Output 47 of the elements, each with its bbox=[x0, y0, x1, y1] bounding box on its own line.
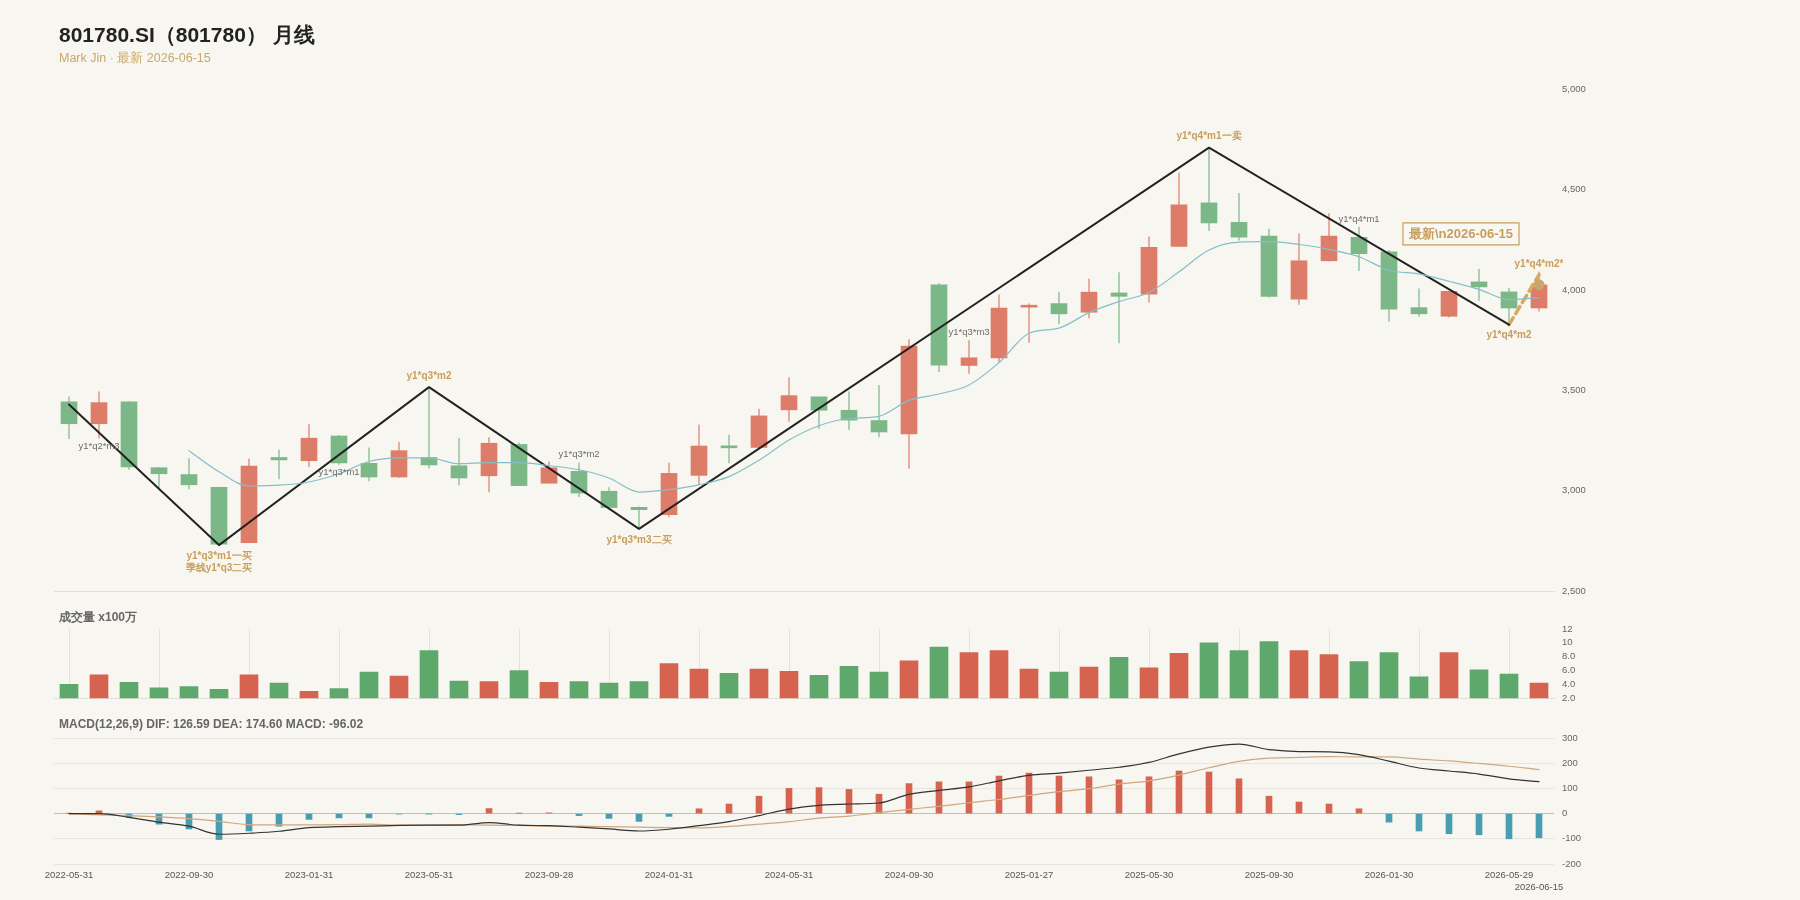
annotation: 季线y1*q3二买 bbox=[184, 561, 253, 573]
x-tick-label: 2022-09-30 bbox=[164, 869, 214, 881]
annotation: y1*q3*m2 bbox=[406, 369, 452, 381]
chart-title: 801780.SI（801780） 月线 bbox=[59, 22, 315, 48]
x-tick-label: 2025-05-30 bbox=[1124, 869, 1174, 881]
annotation: y1*q3*m1一买 bbox=[186, 549, 252, 561]
y-tick-label: 10 bbox=[1562, 636, 1573, 648]
chart-title: 成交量 x100万 bbox=[59, 610, 138, 625]
y-tick-label: 8.0 bbox=[1562, 650, 1576, 662]
y-tick-label: 100 bbox=[1562, 782, 1578, 794]
y-tick-label: 12 bbox=[1562, 622, 1573, 634]
y-tick-label: 6.0 bbox=[1562, 664, 1576, 676]
annotation: y1*q4*m1一卖 bbox=[1176, 130, 1242, 142]
y-tick-label: 3,500 bbox=[1562, 384, 1586, 396]
y-tick-label: 0 bbox=[1562, 807, 1568, 819]
annotation: y1*q4*m2 bbox=[1486, 329, 1532, 341]
y-tick-label: 300 bbox=[1562, 731, 1578, 743]
x-tick-label: 2026-05-29 bbox=[1484, 869, 1534, 881]
y-tick-label: 4,000 bbox=[1562, 283, 1586, 295]
y-tick-label: 200 bbox=[1562, 756, 1578, 768]
y-tick-label: -200 bbox=[1562, 857, 1582, 869]
annotation: y1*q4*m2* bbox=[1514, 257, 1564, 269]
x-tick-label: 2023-05-31 bbox=[404, 869, 454, 881]
x-tick-label: 2025-01-27 bbox=[1004, 869, 1054, 881]
annotation: y1*q4*m1 bbox=[1338, 212, 1380, 224]
annotation: y1*q3*m2 bbox=[558, 448, 600, 460]
x-tick-label: 2023-01-31 bbox=[284, 869, 334, 881]
annotation: y1*q3*m3二买 bbox=[606, 533, 672, 545]
x-tick-label: 2022-05-31 bbox=[44, 869, 94, 881]
x-tick-label: 2025-09-30 bbox=[1244, 869, 1294, 881]
annotation: y1*q3*m3 bbox=[948, 326, 990, 338]
annotation: 最新\n2026-06-15 bbox=[1407, 225, 1514, 241]
x-tick-label: 2024-05-31 bbox=[764, 869, 814, 881]
chart-title: MACD(12,26,9) DIF: 126.59 DEA: 174.60 MACD: -96.02 bbox=[59, 717, 364, 732]
y-tick-label: 5,000 bbox=[1562, 82, 1586, 94]
chart-subtitle: Mark Jin · 最新 2026-06-15 bbox=[59, 51, 211, 66]
x-tick-label: 2026-01-30 bbox=[1364, 869, 1414, 881]
x-tick-label: 2024-09-30 bbox=[884, 869, 934, 881]
y-tick-label: 2,500 bbox=[1562, 584, 1586, 596]
y-tick-label: 2.0 bbox=[1562, 691, 1576, 703]
y-tick-label: 4,500 bbox=[1562, 183, 1586, 195]
x-tick-label: 2026-06-15 bbox=[1514, 880, 1564, 892]
y-tick-label: 4.0 bbox=[1562, 678, 1576, 690]
y-tick-label: 3,000 bbox=[1562, 484, 1586, 496]
x-tick-label: 2023-09-28 bbox=[524, 869, 574, 881]
x-tick-label: 2024-01-31 bbox=[644, 869, 694, 881]
y-tick-label: -100 bbox=[1562, 832, 1582, 844]
